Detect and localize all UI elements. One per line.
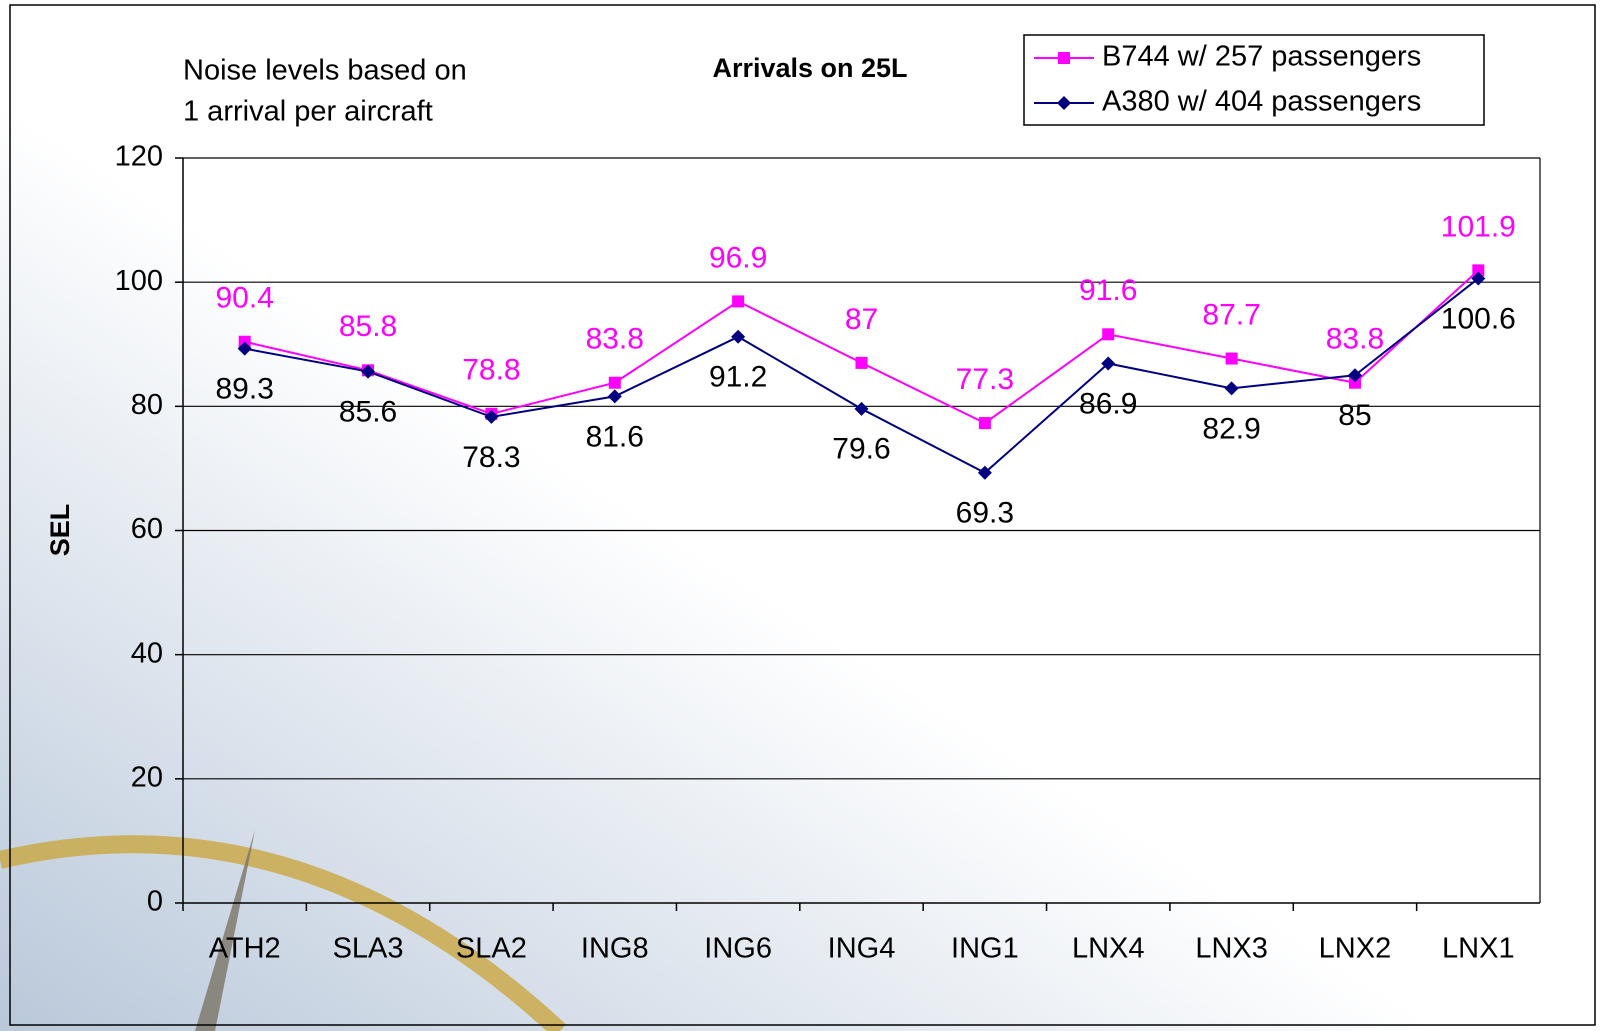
x-tick-label: LNX4 (1072, 933, 1145, 965)
point (731, 329, 746, 344)
y-tick-label: 0 (147, 886, 163, 918)
legend-label: A380 w/ 404 passengers (1102, 86, 1421, 118)
legend (1023, 34, 1485, 126)
point (1347, 368, 1362, 383)
data-label: 79.6 (832, 433, 890, 466)
y-tick-label: 100 (115, 265, 163, 297)
data-label: 78.8 (462, 354, 520, 387)
point (607, 389, 622, 404)
data-label: 96.9 (709, 241, 767, 274)
legend-label: B744 w/ 257 passengers (1102, 41, 1421, 73)
y-tick-label: 120 (115, 141, 163, 173)
point (978, 417, 991, 430)
point (1102, 328, 1115, 341)
y-tick-label: 20 (131, 761, 163, 793)
data-label: 86.9 (1079, 387, 1137, 420)
x-tick-label: ING1 (951, 933, 1019, 965)
chart-title: Arrivals on 25L (712, 53, 907, 83)
x-tick-label: LNX1 (1442, 933, 1515, 965)
annotation: 1 arrival per aircraft (183, 96, 433, 128)
y-tick-label: 60 (131, 513, 163, 545)
point (1472, 264, 1485, 277)
data-label: 89.3 (215, 373, 273, 406)
x-tick-label: SLA3 (333, 933, 404, 965)
decoration (0, 835, 567, 1031)
x-tick-label: ING4 (828, 933, 896, 965)
point (608, 376, 621, 389)
data-label: 100.6 (1441, 302, 1516, 335)
data-label: 85.6 (339, 395, 397, 428)
x-tick-label: ING6 (704, 933, 772, 965)
point (854, 401, 869, 416)
data-label: 83.8 (1326, 323, 1384, 356)
data-label: 85.8 (339, 310, 397, 343)
x-tick-label: LNX3 (1195, 933, 1268, 965)
decoration (195, 830, 255, 1031)
data-label: 87.7 (1202, 298, 1260, 331)
legend-marker (1057, 96, 1071, 110)
data-label: 78.3 (462, 441, 520, 474)
data-label: 101.9 (1441, 210, 1516, 243)
x-tick-label: LNX2 (1319, 933, 1392, 965)
point (237, 341, 252, 356)
y-axis-label: SEL (45, 504, 75, 557)
data-label: 87 (845, 303, 878, 336)
data-label: 82.9 (1202, 412, 1260, 445)
chart-border (9, 4, 1596, 1026)
point (484, 409, 499, 424)
data-label: 91.2 (709, 361, 767, 394)
point (1101, 356, 1116, 371)
x-tick-label: ATH2 (209, 933, 281, 965)
y-tick-label: 40 (131, 637, 163, 669)
data-label: 91.6 (1079, 274, 1137, 307)
x-tick-label: SLA2 (456, 933, 527, 965)
point (361, 364, 376, 379)
point (1471, 271, 1486, 286)
data-label: 69.3 (956, 497, 1014, 530)
legend-marker (1058, 52, 1070, 64)
point (1225, 352, 1238, 365)
data-label: 81.6 (586, 420, 644, 453)
data-label: 90.4 (215, 282, 273, 315)
data-label: 85 (1338, 399, 1371, 432)
x-tick-label: ING8 (581, 933, 649, 965)
point (732, 295, 745, 308)
y-tick-label: 80 (131, 389, 163, 421)
point (1224, 381, 1239, 396)
point (977, 465, 992, 480)
point (1348, 376, 1361, 389)
data-label: 77.3 (956, 363, 1014, 396)
data-label: 83.8 (586, 323, 644, 356)
point (855, 356, 868, 369)
annotation: Noise levels based on (183, 55, 467, 87)
